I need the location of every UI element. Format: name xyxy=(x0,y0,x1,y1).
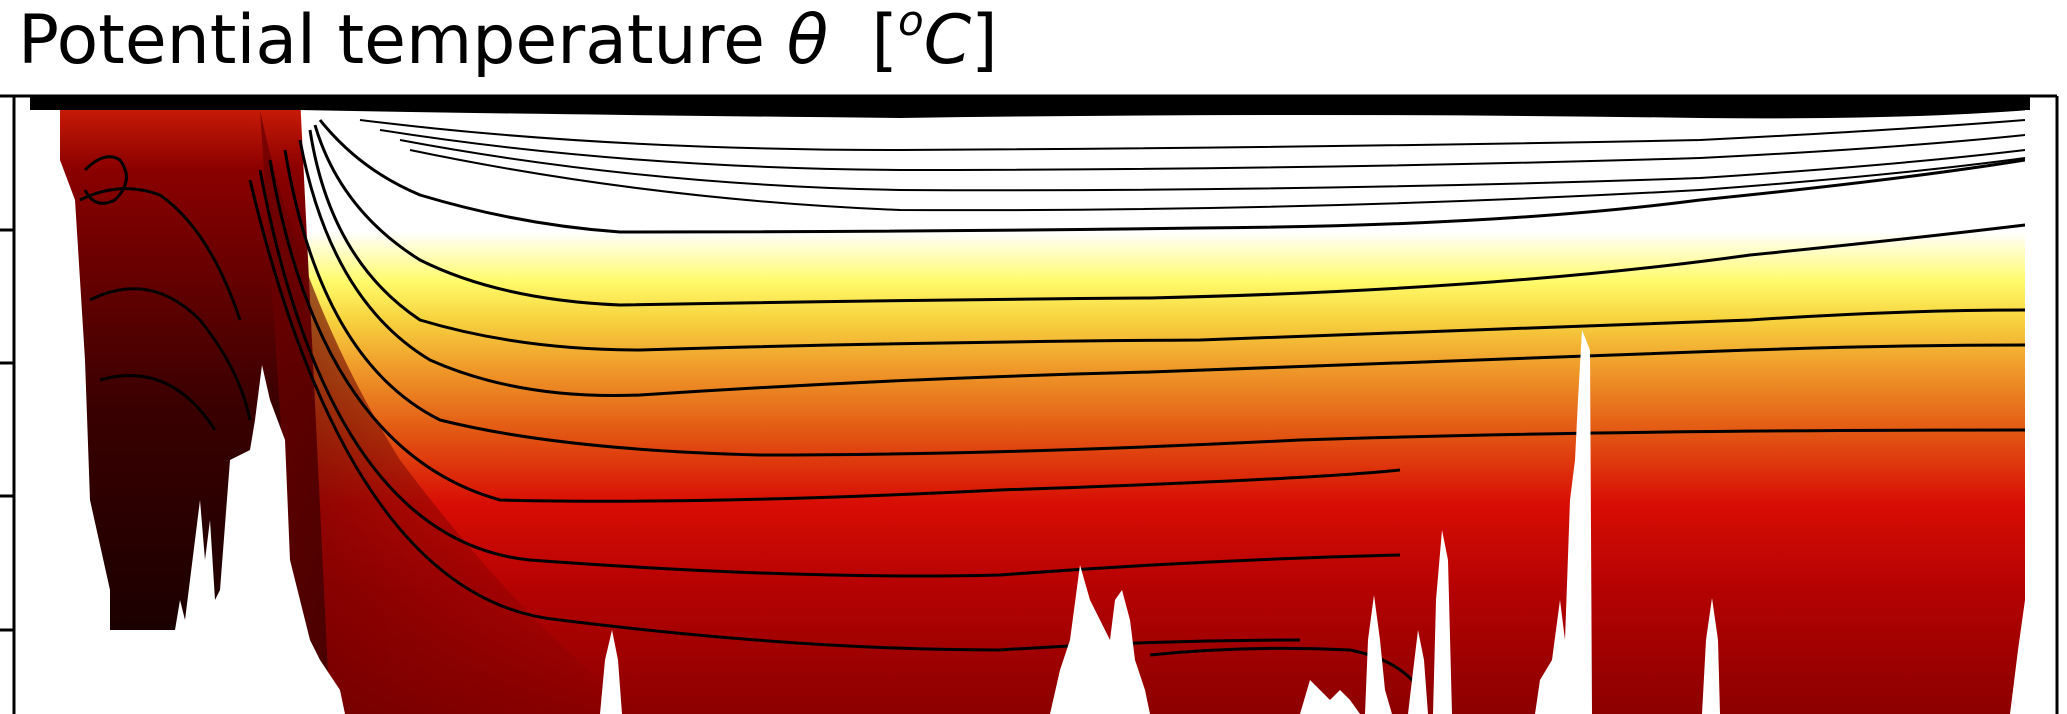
contour-line xyxy=(268,159,1401,503)
chart-title: Potential temperature θ [oC] xyxy=(18,0,998,79)
thin-contour-lines xyxy=(359,119,2026,212)
contour-line xyxy=(89,287,252,421)
contour-line-thin xyxy=(379,129,2026,172)
contour-line xyxy=(283,149,2026,457)
contour-line-thin xyxy=(409,149,2026,212)
contour-line xyxy=(1149,646,1422,691)
ridge-far-east-2 xyxy=(1702,598,1720,714)
ridge-far-east-1 xyxy=(1535,330,1592,714)
slope-shading xyxy=(260,110,640,714)
bathymetry xyxy=(30,110,2067,714)
seamount xyxy=(600,630,622,714)
y-ticks xyxy=(0,228,14,632)
unit-open-bracket: [ xyxy=(871,1,898,80)
contour-line xyxy=(313,124,2026,307)
ridge-east-1 xyxy=(1300,680,1360,714)
theta-symbol: θ xyxy=(786,1,829,80)
contour-line xyxy=(258,169,1401,578)
contour-line xyxy=(308,129,2026,352)
unit-celsius: C xyxy=(923,1,972,80)
ridge-east-3 xyxy=(1408,630,1428,714)
seafloor-west xyxy=(30,150,345,714)
axes-frame xyxy=(0,94,2059,714)
degree-superscript: o xyxy=(897,0,924,45)
surface-contour-band xyxy=(30,96,2030,119)
seafloor-east xyxy=(2010,110,2067,714)
ridge-east-4 xyxy=(1433,530,1452,714)
chart-title-text: Potential temperature xyxy=(18,1,765,80)
ridge-center xyxy=(1050,565,1150,714)
contour-line xyxy=(83,155,128,205)
contour-line xyxy=(298,139,2026,398)
contour-line xyxy=(79,187,242,321)
unit-close-bracket: ] xyxy=(971,1,998,80)
ridge-east-2 xyxy=(1365,595,1392,714)
contour-line xyxy=(318,119,2026,234)
contour-line-thin xyxy=(399,139,2026,192)
contour-line xyxy=(99,374,217,431)
contour-line-thin xyxy=(359,119,2026,152)
